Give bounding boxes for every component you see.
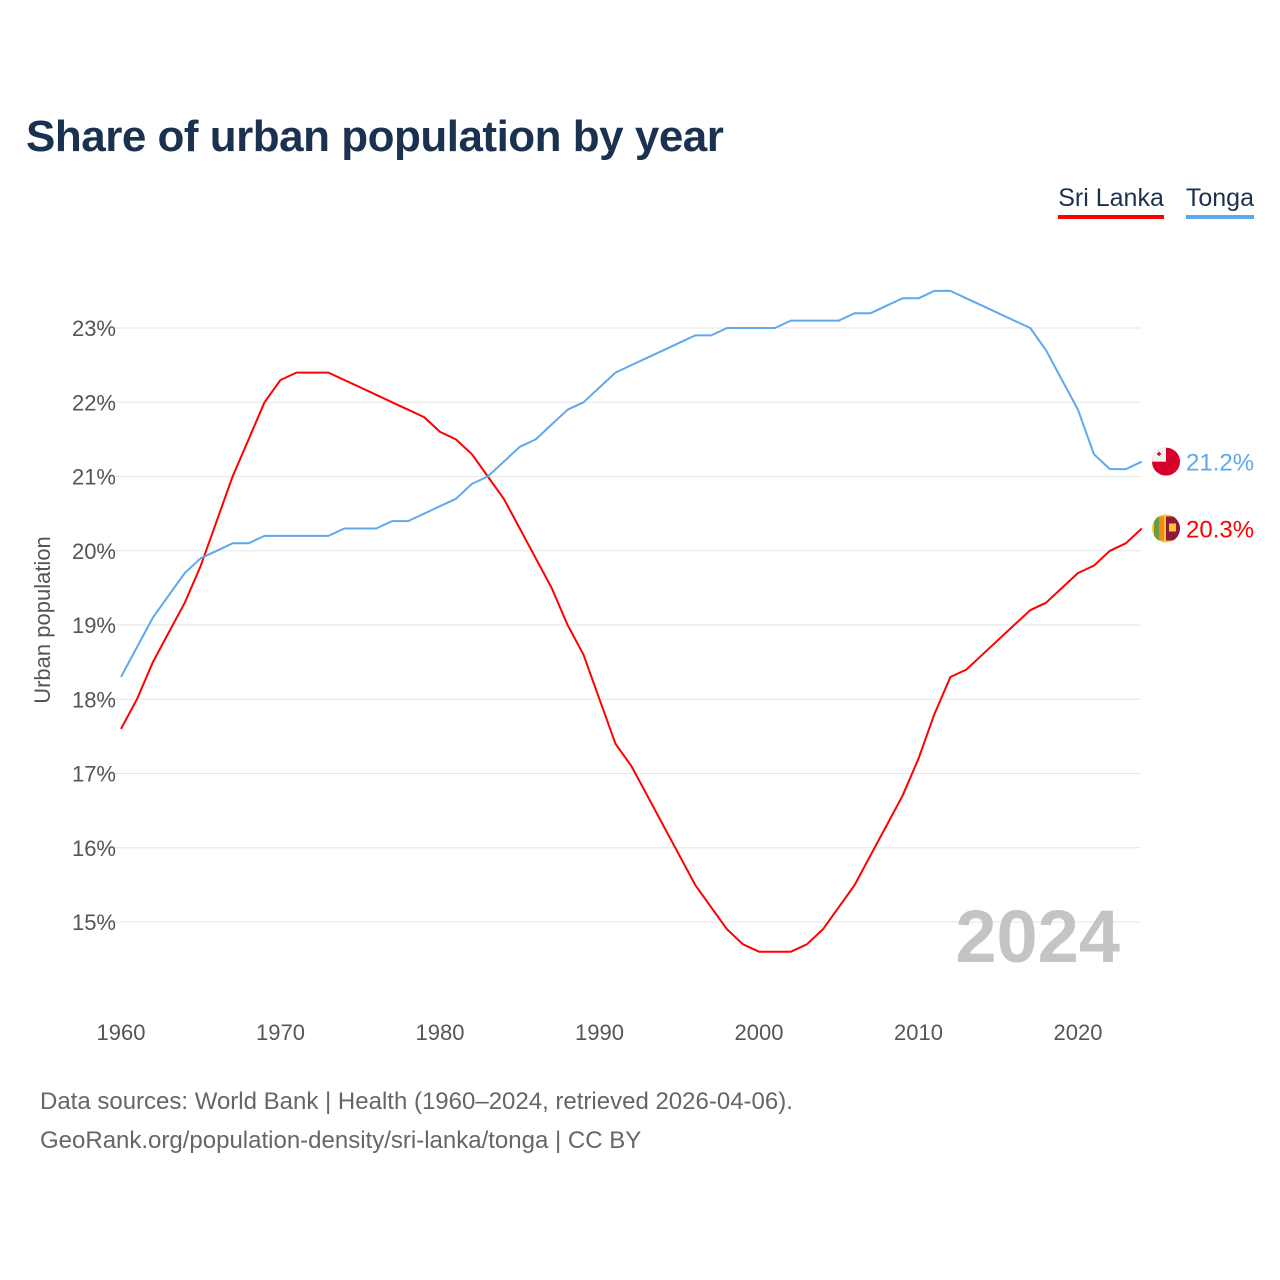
x-tick-label: 2020 [1054, 1020, 1103, 1045]
y-tick-label: 20% [72, 539, 116, 564]
legend: Sri Lanka Tonga [1058, 184, 1254, 219]
x-tick-label: 2010 [894, 1020, 943, 1045]
series-line-sri-lanka [120, 371, 1143, 953]
end-value-label: 21.2% [1186, 450, 1254, 477]
x-tick-label: 1960 [97, 1020, 146, 1045]
x-tick-label: 1980 [416, 1020, 465, 1045]
y-tick-label: 15% [72, 910, 116, 935]
series-line-tonga [120, 289, 1143, 678]
source-text: Data sources: World Bank | Health (1960–… [40, 1088, 793, 1115]
end-value-label: 20.3% [1186, 516, 1254, 543]
y-tick-label: 17% [72, 762, 116, 787]
year-watermark: 2024 [955, 895, 1120, 978]
y-tick-label: 19% [72, 613, 116, 638]
y-tick-label: 16% [72, 836, 116, 861]
x-tick-label: 2000 [735, 1020, 784, 1045]
y-tick-label: 18% [72, 687, 116, 712]
chart-title: Share of urban population by year [26, 112, 724, 161]
x-tick-label: 1970 [256, 1020, 305, 1045]
legend-item-sri-lanka[interactable]: Sri Lanka [1058, 184, 1164, 219]
source-link[interactable]: GeoRank.org/population-density/sri-lanka… [40, 1127, 642, 1154]
x-tick-label: 1990 [575, 1020, 624, 1045]
legend-item-tonga[interactable]: Tonga [1185, 184, 1254, 219]
y-tick-label: 23% [72, 316, 116, 341]
y-axis-label: Urban population [30, 536, 55, 704]
tonga-flag-icon [1152, 447, 1180, 476]
sri-lanka-flag-icon [1152, 514, 1180, 543]
y-tick-label: 21% [72, 465, 116, 490]
y-tick-label: 22% [72, 390, 116, 415]
